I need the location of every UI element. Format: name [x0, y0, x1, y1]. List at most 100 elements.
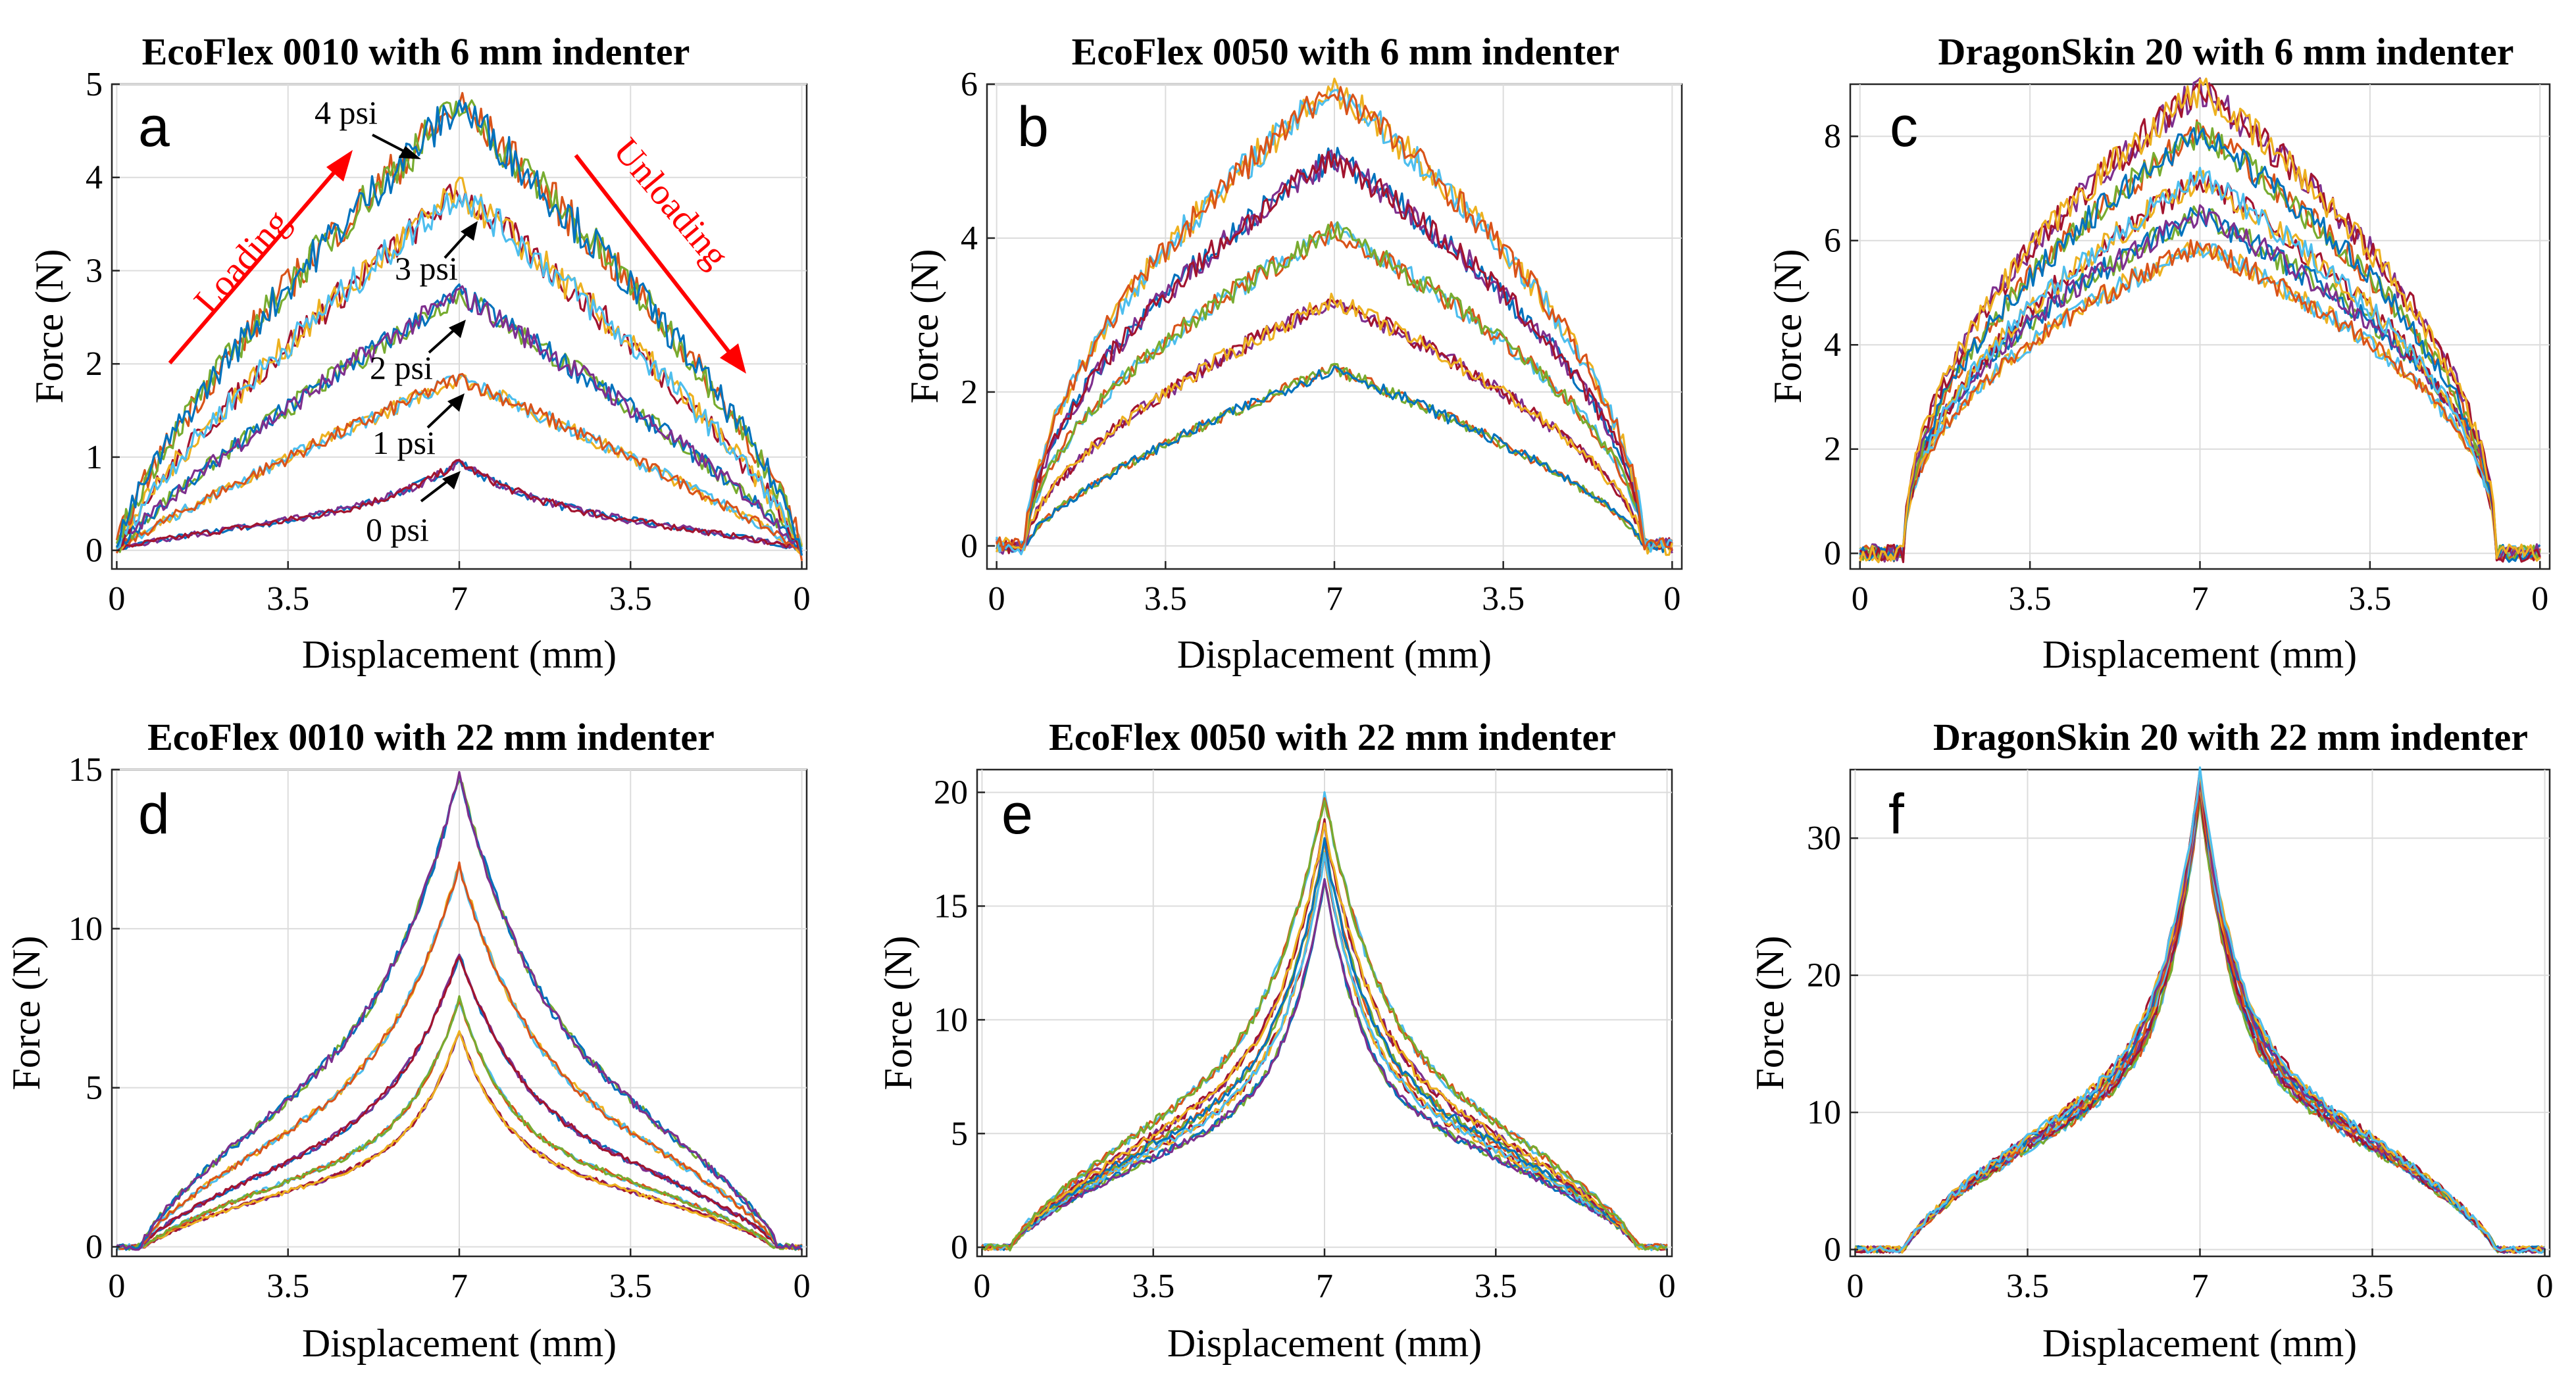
panel-f-ytick: 10: [1807, 1094, 1841, 1131]
panel-a-series-4-psi-trial-3: [115, 99, 803, 556]
panel-c-letter: c: [1890, 95, 1918, 159]
panel-d-xlabel: Displacement (mm): [302, 1321, 617, 1365]
panel-e-ytick: 10: [934, 1001, 968, 1039]
panel-d-series-1-psi-trial-3: [116, 995, 802, 1250]
panel-b-ytick: 0: [961, 528, 978, 565]
panel-f-xtick: 3.5: [2351, 1268, 2394, 1305]
panel-d-ytick: 0: [86, 1228, 103, 1266]
panel-f-xtick: 3.5: [2006, 1268, 2049, 1305]
panel-c-series-1-psi-trial-3: [1859, 204, 2540, 560]
panel-b-letter: b: [1017, 95, 1049, 159]
panel-a-xtick: 7: [451, 580, 468, 618]
panel-d-series-0-psi-trial-3: [116, 1030, 803, 1250]
panel-f-xlabel: Displacement (mm): [2042, 1321, 2357, 1365]
panel-b-series-1-psi-trial-3: [996, 292, 1673, 552]
loading-arrowhead: [326, 150, 353, 182]
panel-e-series-0-psi-trial-3: [981, 878, 1667, 1250]
panel-c-xtick: 0: [2531, 580, 2548, 618]
panel-d-series-2-psi-trial-3: [116, 955, 802, 1250]
panel-d: EcoFlex 0010 with 22 mm indenter d 0 3.5 7…: [5, 716, 811, 1365]
panel-a-letter: a: [138, 95, 170, 159]
panel-b-xtick: 0: [988, 580, 1005, 618]
panel-b-ytick: 6: [961, 66, 978, 103]
panel-e-xtick: 3.5: [1132, 1268, 1174, 1305]
panel-e-series-1-psi-trial-3: [981, 852, 1668, 1251]
panel-a-ytick: 2: [86, 345, 103, 383]
panel-b-xtick: 0: [1663, 580, 1680, 618]
arrowhead-2psi: [449, 320, 466, 338]
panel-d-series-3-psi-trial-3: [116, 861, 803, 1251]
panel-b-xtick: 7: [1326, 580, 1343, 618]
panel-e-ytick: 0: [951, 1229, 968, 1266]
panel-e-ylabel: Force (N): [876, 936, 920, 1091]
arrow-1psi: [426, 401, 455, 429]
panel-f-ylabel: Force (N): [1748, 936, 1792, 1091]
panel-b-series-2-psi-trial-3: [996, 221, 1673, 553]
panel-e-xtick: 3.5: [1475, 1268, 1517, 1305]
panel-c-series-0-psi-trial-3: [1859, 239, 2541, 560]
panel-c-xtick: 7: [2192, 580, 2209, 618]
panel-b-series-2-psi-trial-1: [996, 221, 1673, 553]
panel-e-series-3-psi-trial-3: [981, 822, 1667, 1251]
unloading-arrow: [574, 154, 738, 362]
panel-a-series-0-psi-trial-3: [116, 458, 803, 553]
panel-b-series-3-psi-trial-2: [996, 149, 1673, 555]
arrowhead-1psi: [447, 393, 465, 412]
arrowhead-4psi: [399, 146, 421, 159]
panel-e-letter: e: [1001, 783, 1033, 846]
panel-d-title: EcoFlex 0010 with 22 mm indenter: [147, 716, 715, 758]
panel-a-xlabel: Displacement (mm): [302, 633, 617, 676]
panel-a-series-2-psi-trial-1: [115, 289, 802, 553]
panel-b: EcoFlex 0050 with 6 mm indenter b 0 3.5 7 3…: [903, 30, 1683, 676]
panel-c-series-4-psi-trial-3: [1859, 77, 2541, 564]
panel-d-xtick: 0: [108, 1268, 125, 1305]
label-0psi: 0 psi: [366, 511, 429, 548]
arrowhead-3psi: [461, 221, 478, 241]
panel-d-ylabel: Force (N): [5, 936, 48, 1091]
panel-b-series-4-psi-trial-2: [996, 89, 1673, 556]
panel-f-ytick: 0: [1824, 1231, 1841, 1269]
panel-a-xtick: 3.5: [266, 580, 309, 618]
panel-e-xtick: 0: [973, 1268, 990, 1305]
panel-a: EcoFlex 0010 with 6 mm indenter a 0 3.5 7 3…: [28, 30, 811, 676]
panel-d-xtick: 7: [451, 1268, 468, 1305]
panel-a-xtick: 0: [108, 580, 125, 618]
panel-c-xtick: 0: [1852, 580, 1869, 618]
panel-a-ytick: 4: [86, 159, 103, 197]
panel-b-series-3-psi-trial-1: [996, 147, 1673, 553]
panel-e-xtick: 0: [1659, 1268, 1676, 1305]
panel-b-series-0-psi-trial-2: [996, 362, 1673, 551]
panel-d-letter: d: [138, 783, 170, 846]
loading-arrow: [168, 162, 344, 364]
label-2psi: 2 psi: [370, 349, 433, 386]
panel-f-xtick: 0: [1846, 1268, 1863, 1305]
panel-c-series-3-psi-trial-3: [1859, 127, 2541, 563]
panel-b-title: EcoFlex 0050 with 6 mm indenter: [1072, 30, 1620, 73]
panel-d-ytick: 15: [68, 751, 103, 789]
panel-d-ytick: 5: [86, 1070, 103, 1107]
label-4psi: 4 psi: [315, 94, 378, 131]
panel-e-series-4-psi-trial-2: [981, 797, 1668, 1251]
panel-a-ytick: 1: [86, 439, 103, 476]
panel-f-ytick: 30: [1807, 820, 1841, 857]
panel-a-series-2-psi-trial-3: [115, 285, 803, 549]
panel-a-title: EcoFlex 0010 with 6 mm indenter: [142, 30, 690, 73]
panel-c-ytick: 0: [1824, 535, 1841, 572]
panel-c-xtick: 3.5: [2348, 580, 2391, 618]
panel-c-ytick: 2: [1824, 431, 1841, 468]
panel-c-ytick: 8: [1824, 118, 1841, 155]
panel-b-ylabel: Force (N): [903, 249, 946, 404]
panel-c-ylabel: Force (N): [1766, 249, 1809, 404]
panel-b-series-3-psi-trial-3: [996, 151, 1673, 555]
panel-f-xtick: 7: [2192, 1268, 2209, 1305]
panel-b-xlabel: Displacement (mm): [1177, 633, 1492, 676]
panel-e-ytick: 15: [934, 887, 968, 925]
arrow-0psi: [420, 479, 450, 503]
panel-d-xtick: 0: [794, 1268, 811, 1305]
panel-b-xtick: 3.5: [1482, 580, 1525, 618]
panel-c: DragonSkin 20 with 6 mm indenter c 0 3.5 7…: [1766, 30, 2551, 676]
panel-c-ytick: 6: [1824, 222, 1841, 260]
panel-b-ytick: 4: [961, 220, 978, 257]
panel-d-ytick: 10: [68, 910, 103, 948]
